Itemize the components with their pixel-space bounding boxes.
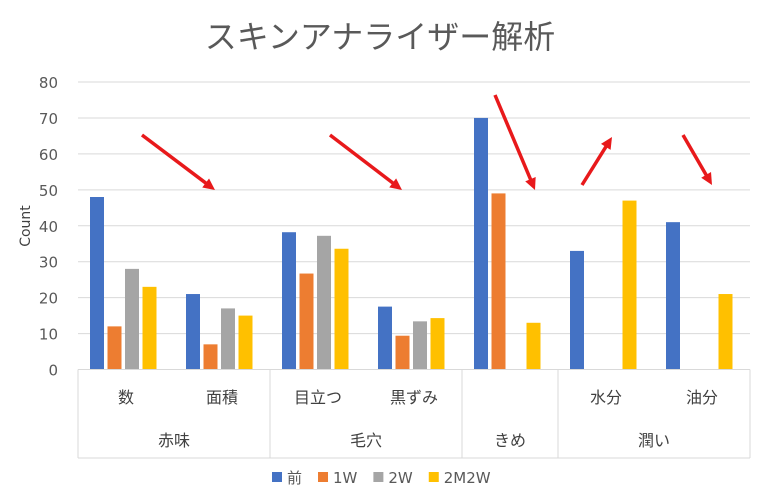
bar-2M2W-5 [622,200,637,370]
group-label: 赤味 [158,431,190,450]
bar-2W-2 [317,235,331,370]
y-tick-label: 30 [39,254,58,272]
legend-swatch [272,472,282,482]
category-label: 黒ずみ [390,388,438,407]
legend-label: 1W [333,469,358,487]
category-label: 数 [118,388,134,407]
group-label: きめ [494,431,526,450]
y-tick-label: 0 [48,362,58,380]
legend-swatch [428,472,439,482]
bar-2M2W-3 [430,318,445,370]
arrow-down-icon [493,94,536,190]
category-label: 目立つ [294,388,342,407]
bar-1W-4 [491,193,506,370]
bar-2M2W-6 [718,294,733,370]
bar-前-3 [378,306,392,370]
bar-1W-1 [203,344,218,370]
group-label: 毛穴 [350,431,382,450]
legend-label: 前 [287,469,302,487]
bar-2M2W-4 [526,322,541,370]
bar-2M2W-1 [238,315,253,370]
legend-swatch [373,472,384,482]
legend-label: 2W [388,469,413,487]
bar-2W-0 [125,268,139,370]
legend-item-1W: 1W [318,469,358,487]
category-label: 水分 [590,388,622,407]
bar-前-0 [90,197,104,370]
category-label: 面積 [206,388,238,407]
y-tick-label: 10 [39,326,58,344]
bar-前-2 [282,232,296,370]
bar-前-6 [666,222,680,370]
bar-1W-3 [395,335,410,370]
bar-2M2W-0 [142,286,157,370]
bar-1W-0 [107,326,122,370]
y-tick-label: 40 [39,218,58,236]
bar-2W-3 [413,321,427,370]
legend-label: 2M2W [444,469,491,487]
bar-2W-1 [221,308,235,370]
legend-item-2M2W: 2M2W [428,469,491,487]
legend-swatch [318,472,329,482]
arrow-down-icon [140,133,215,190]
legend-item-2W: 2W [373,469,413,487]
arrow-up-icon [580,137,612,186]
bar-1W-2 [299,273,314,370]
category-label: 油分 [686,388,718,407]
y-axis-label: Count [18,205,34,247]
group-label: 潤い [638,431,670,450]
bar-前-1 [186,294,200,370]
chart-title: スキンアナライザー解析 [205,18,555,56]
arrow-down-icon [681,134,712,185]
bar-2M2W-2 [334,248,349,370]
y-tick-label: 80 [39,74,58,92]
y-tick-label: 60 [39,146,58,164]
y-tick-label: 70 [39,110,58,128]
y-tick-label: 50 [39,182,58,200]
legend-item-前: 前 [272,469,302,487]
arrow-down-icon [328,133,402,190]
bar-前-5 [570,250,584,370]
y-tick-label: 20 [39,290,58,308]
bar-前-4 [474,117,488,370]
